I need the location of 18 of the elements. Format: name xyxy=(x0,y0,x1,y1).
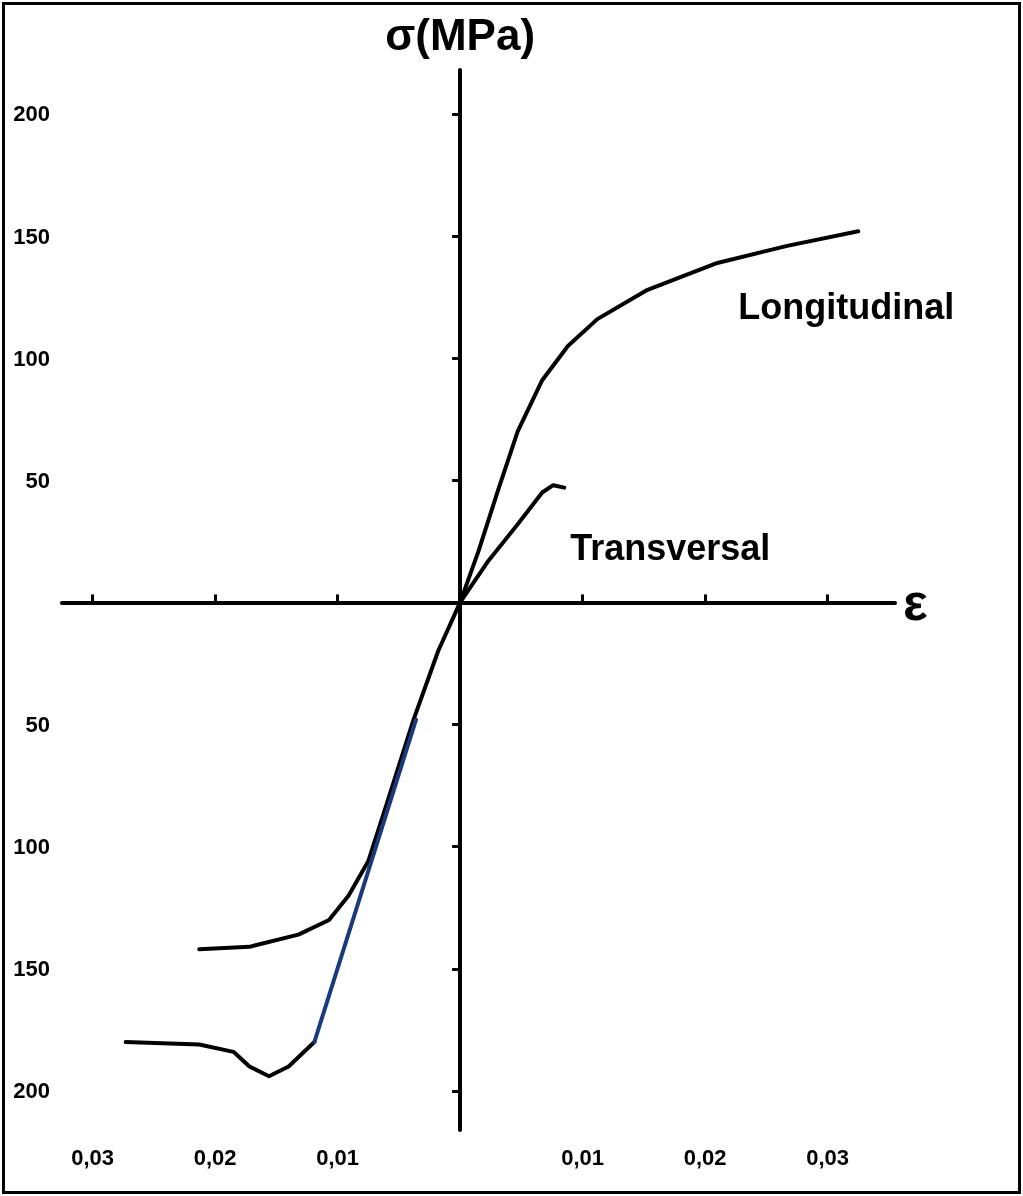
series-label: Longitudinal xyxy=(738,285,955,327)
y-tick-label: 50 xyxy=(25,712,50,738)
x-tick-label: 0,01 xyxy=(316,1144,360,1170)
series-label: Transversal xyxy=(570,527,771,569)
x-tick-label: 0,03 xyxy=(806,1144,850,1170)
y-tick-label: 150 xyxy=(13,223,50,249)
x-tick-label: 0,02 xyxy=(683,1144,727,1170)
y-tick-label: 150 xyxy=(13,956,50,982)
y-axis-title: σ(MPa) xyxy=(385,9,536,59)
y-tick-label: 50 xyxy=(25,467,50,493)
x-tick-label: 0,03 xyxy=(71,1144,115,1170)
x-tick-label: 0,02 xyxy=(193,1144,237,1170)
y-tick-label: 100 xyxy=(13,834,50,860)
y-tick-label: 100 xyxy=(13,345,50,371)
y-tick-label: 200 xyxy=(13,1078,50,1104)
x-tick-label: 0,01 xyxy=(561,1144,605,1170)
x-axis-title: ε xyxy=(903,573,928,632)
y-tick-label: 200 xyxy=(13,101,50,127)
